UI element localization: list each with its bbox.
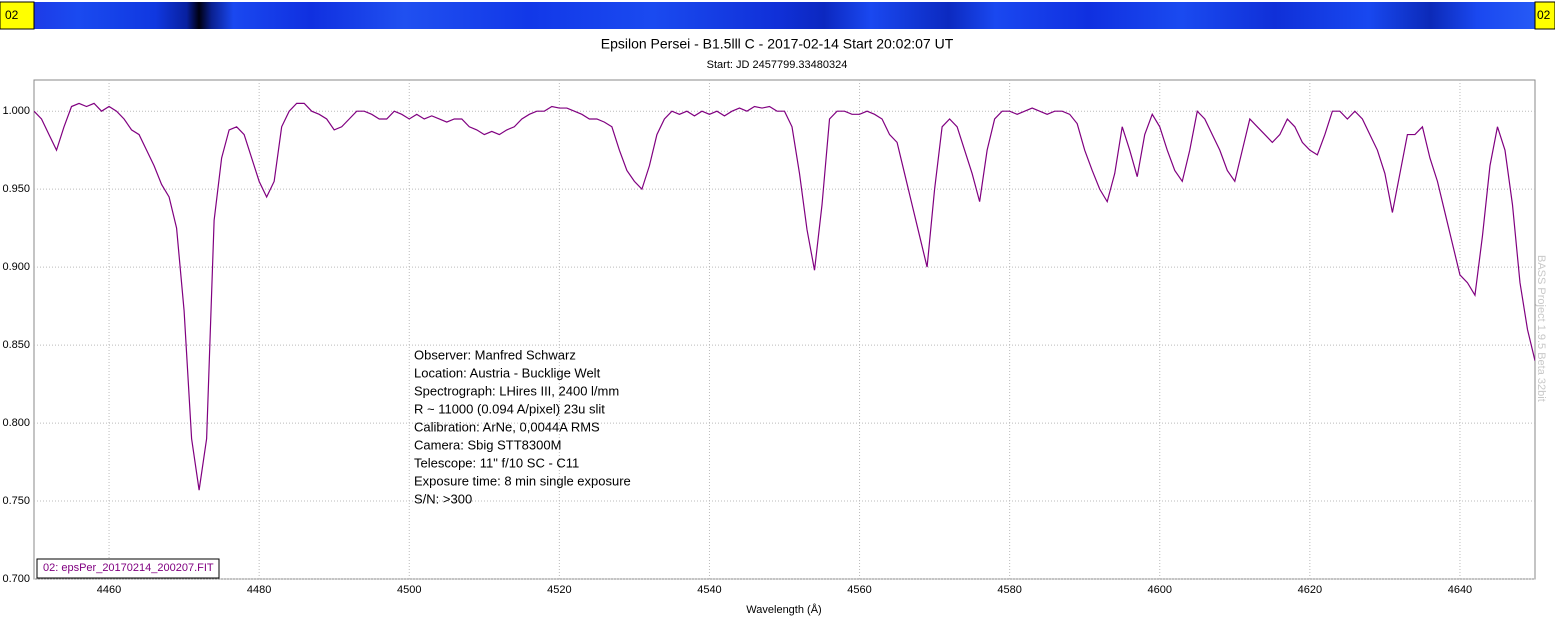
y-tick-label: 0.850 bbox=[2, 339, 30, 351]
annotation: Camera: Sbig STT8300M bbox=[414, 437, 561, 452]
legend-box bbox=[36, 558, 220, 579]
x-axis-label: Wavelength (Å) bbox=[746, 603, 821, 616]
strip-label: 02 bbox=[5, 8, 19, 22]
annotation: Spectrograph: LHires III, 2400 l/mm bbox=[414, 383, 619, 398]
annotation: Telescope: 11" f/10 SC - C11 bbox=[414, 455, 579, 470]
watermark: BASS Project 1.9.5 Beta 32bit bbox=[1535, 255, 1547, 402]
x-tick-label: 4520 bbox=[547, 584, 571, 596]
strip-box bbox=[0, 1, 35, 30]
x-tick-label: 4540 bbox=[697, 584, 721, 596]
strip-box bbox=[1534, 1, 1555, 30]
y-tick-label: 0.700 bbox=[2, 573, 30, 585]
y-tick-label: 1.000 bbox=[2, 105, 30, 117]
annotation: Observer: Manfred Schwarz bbox=[414, 347, 576, 362]
spectrum-strip bbox=[0, 2, 1555, 29]
x-tick-label: 4580 bbox=[997, 584, 1021, 596]
annotation: S/N: >300 bbox=[414, 491, 472, 506]
annotation: R ~ 11000 (0.094 A/pixel) 23u slit bbox=[414, 401, 605, 416]
x-tick-label: 4640 bbox=[1448, 584, 1472, 596]
plot-area bbox=[33, 79, 1536, 580]
annotation: Exposure time: 8 min single exposure bbox=[414, 473, 631, 488]
legend-entry: 02: epsPer_20170214_200207.FIT bbox=[43, 562, 214, 574]
x-tick-label: 4560 bbox=[847, 584, 871, 596]
annotation: Calibration: ArNe, 0,0044A RMS bbox=[414, 419, 600, 434]
strip-label: 02 bbox=[1537, 8, 1551, 22]
x-tick-label: 4620 bbox=[1298, 584, 1322, 596]
y-tick-label: 0.750 bbox=[2, 495, 30, 507]
x-tick-label: 4460 bbox=[97, 584, 121, 596]
x-tick-label: 4480 bbox=[247, 584, 271, 596]
x-tick-label: 4600 bbox=[1148, 584, 1172, 596]
annotation: Location: Austria - Bucklige Welt bbox=[414, 365, 601, 380]
chart-subtitle: Start: JD 2457799.33480324 bbox=[707, 59, 848, 71]
y-tick-label: 0.900 bbox=[2, 261, 30, 273]
y-tick-label: 0.950 bbox=[2, 183, 30, 195]
x-tick-label: 4500 bbox=[397, 584, 421, 596]
spectrum-line bbox=[34, 102, 1535, 491]
chart-title: Epsilon Persei - B1.5lll C - 2017-02-14 … bbox=[601, 36, 954, 52]
y-tick-label: 0.800 bbox=[2, 417, 30, 429]
